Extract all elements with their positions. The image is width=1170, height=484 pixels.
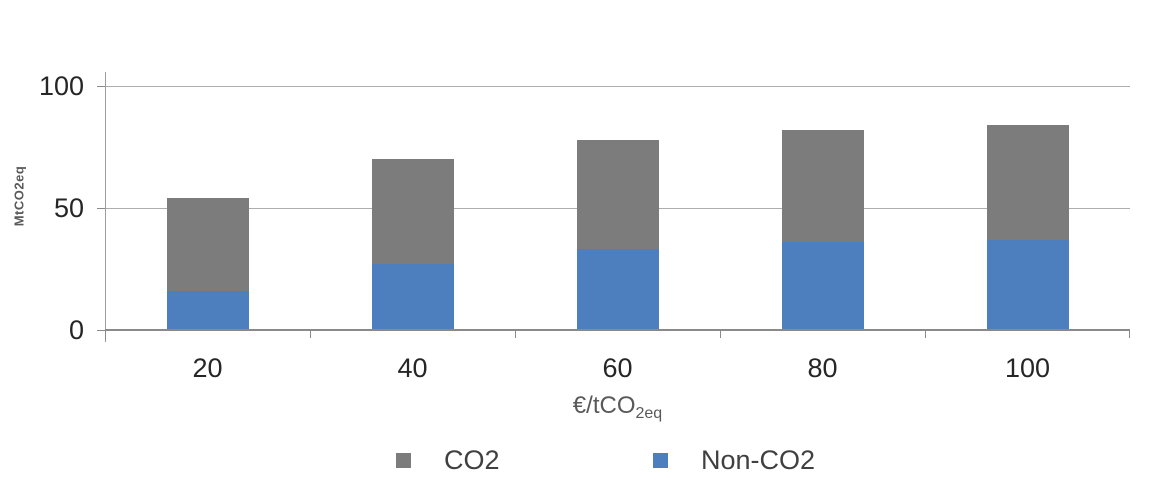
legend-item-non-co2: Non-CO2 (653, 442, 815, 478)
bar-segment-non-co2-60 (576, 249, 659, 330)
x-tick-label-60: 60 (602, 353, 633, 383)
non-co2-legend-label: Non-CO2 (701, 444, 816, 475)
x-tick-label-100: 100 (1004, 353, 1051, 383)
y-tick-label-0: 0 (68, 315, 84, 345)
y-tick-mark-100 (97, 86, 105, 87)
bar-segment-co2-40 (371, 159, 454, 265)
x-axis-title-subscript: 2eq (635, 405, 663, 422)
x-tick-mark (310, 331, 311, 338)
plot-area: 20 40 60 80 100 (97, 70, 1130, 383)
x-tick-mark (1129, 331, 1130, 338)
x-tick-mark (925, 331, 926, 338)
bar-segment-non-co2-40 (371, 264, 454, 330)
y-tick-mark-50 (97, 208, 105, 209)
co2-legend-swatch (396, 452, 411, 468)
y-tick-mark-0 (97, 330, 105, 331)
x-tick-label-40: 40 (397, 353, 428, 383)
bar-segment-co2-60 (576, 139, 659, 250)
bar-segment-co2-100 (986, 125, 1069, 240)
gridline-100 (105, 86, 1130, 87)
x-axis-title-main: €/tCO (572, 392, 636, 419)
bar-segment-co2-80 (781, 129, 864, 243)
x-tick-mark (720, 331, 721, 338)
bar-segment-non-co2-20 (166, 290, 249, 330)
y-tick-label-50: 50 (53, 193, 84, 223)
x-axis-title: €/tCO2eq (105, 392, 1130, 422)
non-co2-legend-swatch (653, 452, 668, 468)
x-tick-label-20: 20 (192, 353, 223, 383)
y-axis-line (105, 72, 106, 342)
bar-segment-non-co2-100 (986, 239, 1069, 330)
y-tick-label-100: 100 (38, 71, 84, 101)
legend-item-co2: CO2 (396, 442, 500, 478)
bar-segment-co2-20 (166, 198, 249, 291)
bar-segment-non-co2-80 (781, 242, 864, 330)
x-axis-line (105, 329, 1130, 331)
x-tick-mark (515, 331, 516, 338)
x-tick-label-80: 80 (807, 353, 838, 383)
x-tick-mark (105, 331, 106, 340)
co2-legend-label: CO2 (444, 444, 500, 475)
